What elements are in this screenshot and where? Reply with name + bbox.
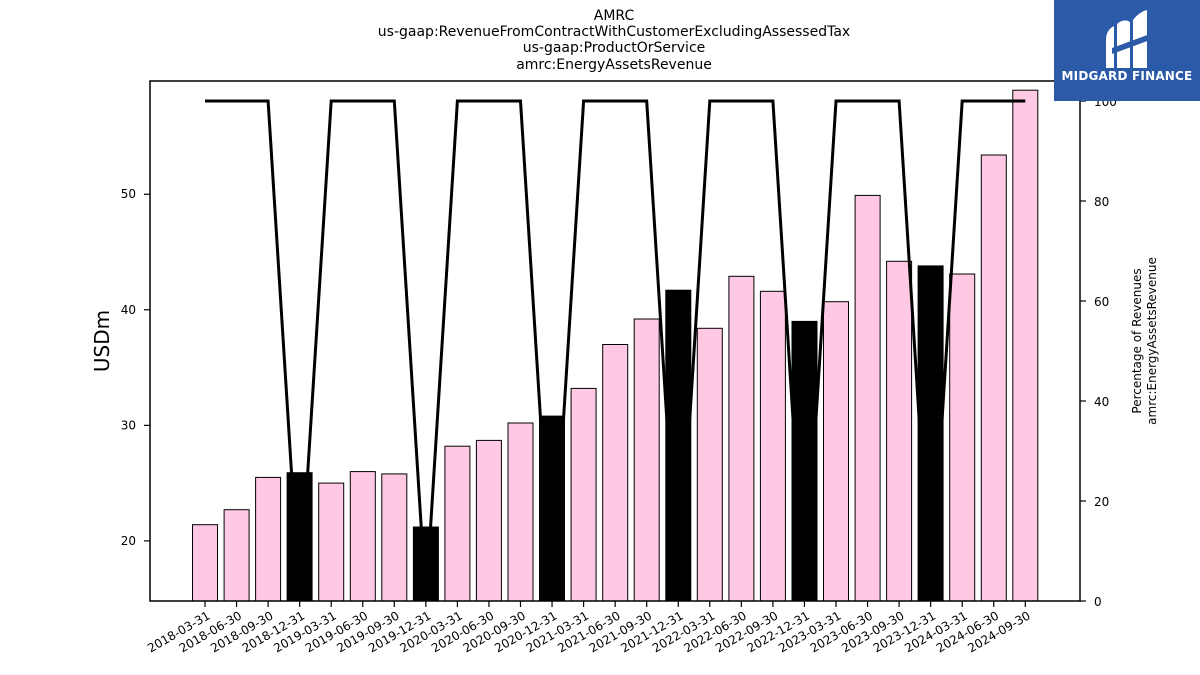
bar-2024-06-30 bbox=[980, 154, 1007, 602]
bar-2018-03-31 bbox=[192, 524, 218, 602]
chart-title: AMRC us-gaap:RevenueFromContractWithCust… bbox=[378, 8, 850, 73]
bar-2023-03-31 bbox=[823, 301, 849, 602]
bar-2019-06-30 bbox=[349, 471, 376, 602]
title-line-4: amrc:EnergyAssetsRevenue bbox=[516, 57, 712, 73]
bar-series bbox=[192, 89, 1039, 602]
right-tick-label: 60 bbox=[1094, 295, 1109, 309]
left-tick-label: 40 bbox=[121, 303, 136, 317]
title-line-2: us-gaap:RevenueFromContractWithCustomerE… bbox=[378, 24, 850, 40]
bar-2019-09-30 bbox=[381, 473, 408, 602]
bar-2020-03-31 bbox=[444, 445, 471, 602]
bar-2021-06-30 bbox=[602, 344, 629, 602]
right-tick-label: 80 bbox=[1094, 195, 1109, 209]
bar-2022-09-30 bbox=[759, 290, 786, 602]
bar-2023-06-30 bbox=[854, 194, 881, 602]
bar-2020-06-30 bbox=[475, 439, 502, 602]
y-axis-label-right-line-2: amrc:EnergyAssetsRevenue bbox=[1145, 257, 1159, 425]
title-line-3: us-gaap:ProductOrService bbox=[523, 40, 706, 56]
bar-2020-09-30 bbox=[507, 422, 534, 602]
bar-2021-09-30 bbox=[633, 318, 660, 602]
bar-2023-09-30 bbox=[886, 260, 913, 602]
bar-2022-06-30 bbox=[728, 275, 755, 602]
right-tick-label: 40 bbox=[1094, 395, 1109, 409]
left-tick-label: 20 bbox=[121, 534, 136, 548]
y-axis-label-right-line-1: Percentage of Revenues bbox=[1130, 268, 1144, 413]
left-tick-label: 50 bbox=[121, 187, 136, 201]
left-y-axis: 20 30 40 50 bbox=[121, 187, 150, 548]
logo-mark-icon bbox=[1106, 10, 1150, 68]
title-line-1: AMRC bbox=[594, 8, 635, 24]
right-tick-label: 20 bbox=[1094, 495, 1109, 509]
y-axis-label-left: USDm bbox=[90, 310, 114, 372]
bar-2024-09-30 bbox=[1012, 89, 1039, 602]
bar-2021-03-31 bbox=[570, 387, 597, 602]
percentage-line bbox=[205, 99, 1026, 602]
bar-2023-12-31 bbox=[917, 265, 944, 602]
left-tick-label: 30 bbox=[121, 418, 136, 432]
right-tick-label: 0 bbox=[1094, 595, 1102, 609]
midgard-finance-logo: MIDGARD FINANCE bbox=[1054, 0, 1200, 101]
bar-2019-03-31 bbox=[318, 482, 345, 602]
bar-2018-09-30 bbox=[255, 476, 282, 602]
percentage-line-series bbox=[205, 99, 1026, 602]
bar-2018-06-30 bbox=[223, 509, 250, 602]
bar-2022-03-31 bbox=[696, 327, 723, 602]
x-axis: 2018-03-312018-06-302018-09-302018-12-31… bbox=[145, 601, 1033, 655]
logo-text: MIDGARD FINANCE bbox=[1061, 69, 1193, 83]
bar-2024-03-31 bbox=[949, 273, 976, 602]
